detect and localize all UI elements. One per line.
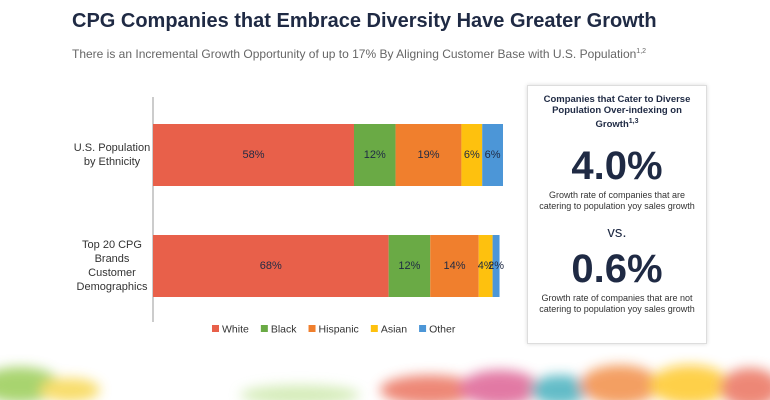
panel-title-text: Companies that Cater to Diverse Populati… (543, 94, 691, 131)
panel-title: Companies that Cater to Diverse Populati… (534, 94, 700, 130)
stat-value: 0.6% (571, 247, 663, 292)
bar-segment (461, 124, 483, 186)
legend-label: Other (429, 323, 456, 335)
bar-segment (353, 124, 396, 186)
value-label: 12% (398, 260, 420, 272)
stat-text: Growth rate of companies that are cateri… (539, 190, 695, 212)
stat-panel: Companies that Cater to Diverse Populati… (527, 85, 707, 344)
legend-label: Black (271, 323, 297, 335)
legend-swatch (308, 325, 316, 332)
bar-segment (430, 235, 479, 297)
bar-segment (492, 235, 500, 297)
legend-swatch (260, 325, 268, 332)
bar-segment (482, 124, 503, 186)
bar-segment (478, 235, 493, 297)
legend-swatch (370, 325, 378, 332)
legend-label: White (222, 323, 249, 335)
legend-swatch (212, 325, 219, 332)
category-label: Top 20 CPG Brands Customer Demographics (76, 239, 148, 293)
value-label: 6% (485, 149, 501, 161)
value-label: 4% (478, 260, 494, 272)
value-label: 19% (417, 149, 439, 161)
separator: vs. (607, 224, 627, 242)
decoration (0, 365, 770, 400)
bar-segment (153, 235, 389, 297)
value-label: 6% (464, 149, 480, 161)
legend-swatch (419, 325, 427, 332)
subtitle-superscript: 1,2 (636, 48, 647, 55)
chart-title: CPG Companies that Embrace Diversity Hav… (72, 10, 657, 32)
bar-segment (388, 235, 431, 297)
bar-segment (395, 124, 462, 186)
chart-subtitle: There is an Incremental Growth Opportuni… (72, 47, 646, 61)
stat-text: Growth rate of companies that are not ca… (539, 293, 695, 315)
panel-superscript: 1,3 (628, 118, 639, 125)
legend-label: Asian (381, 323, 407, 335)
bar-segment (153, 124, 354, 186)
subtitle-text: There is an Incremental Growth Opportuni… (72, 47, 637, 61)
stat-value: 4.0% (571, 144, 663, 189)
category-label: U.S. Population by Ethnicity (73, 142, 151, 168)
value-label: 14% (443, 260, 465, 272)
value-label: 2% (488, 260, 504, 272)
value-label: 12% (364, 149, 386, 161)
value-label: 58% (242, 149, 264, 161)
legend-label: Hispanic (319, 323, 359, 335)
value-label: 68% (260, 260, 282, 272)
